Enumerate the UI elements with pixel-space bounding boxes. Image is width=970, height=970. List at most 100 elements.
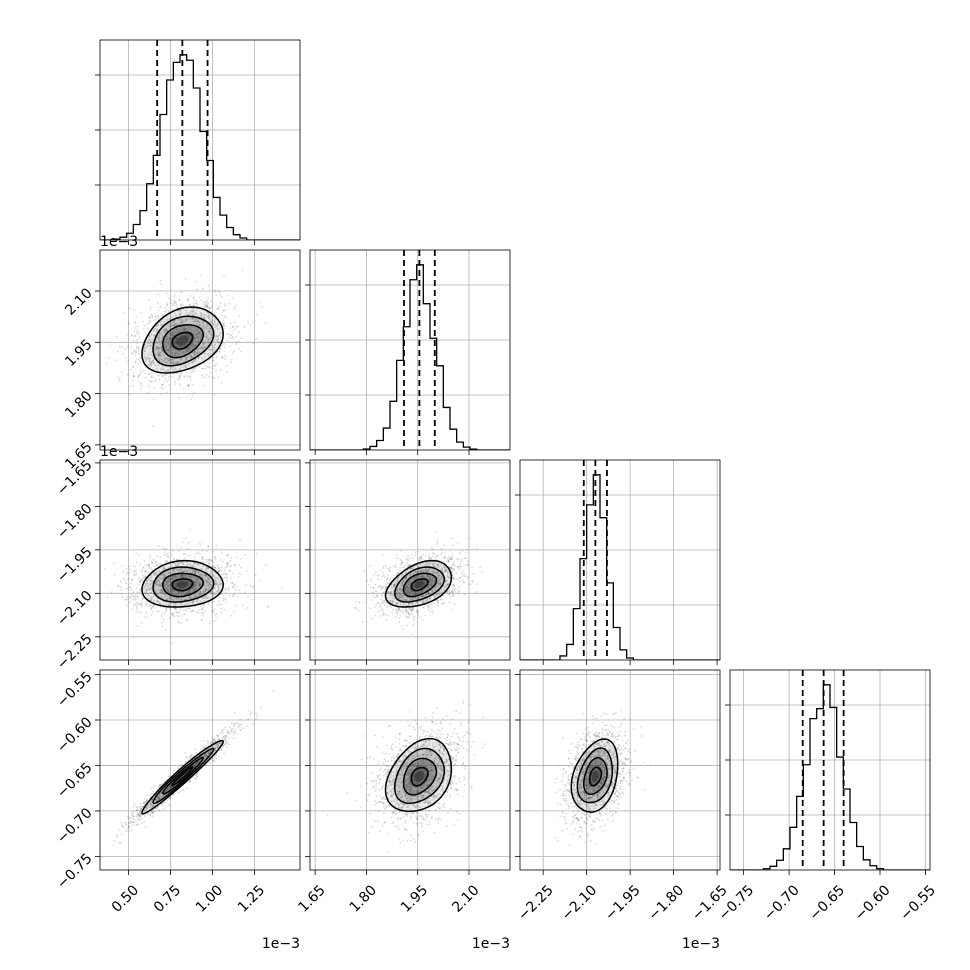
scatter-point [162,590,165,593]
scatter-point [144,376,147,379]
scatter-point [199,323,201,326]
scatter-point [126,333,128,336]
scatter-point [170,581,173,584]
scatter-point [195,301,198,304]
scatter-point [134,360,137,363]
scatter-point [211,565,214,568]
scatter-point [233,307,236,309]
scatter-point [160,576,163,579]
scatter-point [186,619,189,622]
scatter-point [393,565,395,568]
scatter-point [223,608,226,611]
scatter-point [164,329,166,332]
scatter-point [157,580,159,582]
scatter-point [155,583,158,586]
scatter-point [134,361,137,364]
scatter-point [469,583,472,585]
scatter-point [218,569,221,572]
scatter-point [225,573,227,576]
scatter-point [175,581,178,584]
scatter-point [208,365,210,368]
scatter-point [168,591,171,594]
scatter-point [217,290,220,293]
scatter-point [195,335,198,338]
scatter-point [191,342,193,345]
scatter-point [172,589,175,592]
scatter-point [213,364,216,367]
scatter-point [182,328,184,330]
scatter-point [193,596,196,598]
scatter-point [120,346,123,348]
scatter-point [217,570,220,573]
scatter-point [194,571,197,574]
scatter-point [189,294,192,297]
scatter-point [407,564,410,567]
scatter-point [172,302,175,305]
scatter-point [211,319,214,321]
offset-label-y-1: 1e−3 [100,234,138,250]
scatter-point [159,583,161,586]
scatter-point [188,356,191,358]
scatter-point [141,600,144,603]
scatter-point [131,577,134,580]
scatter-point [188,596,190,599]
scatter-point [165,608,168,611]
scatter-point [192,313,195,315]
scatter-point [179,588,182,590]
scatter-point [176,568,179,570]
scatter-point [168,297,170,300]
scatter-point [210,321,213,324]
scatter-point [234,589,237,591]
scatter-point [135,331,138,334]
scatter-point [179,599,181,602]
scatter-point [214,324,217,326]
tick-label-y: −1.80 [54,501,96,543]
scatter-point [217,338,220,341]
scatter-point [207,545,210,548]
scatter-point [182,304,185,307]
scatter-point [203,342,206,345]
scatter-point [178,329,181,332]
scatter-point [209,581,212,583]
scatter-point [208,572,211,575]
scatter-point [166,357,169,360]
scatter-point [173,584,176,587]
scatter-point [197,611,200,614]
scatter-point [173,340,176,343]
scatter-point [218,305,221,308]
scatter-point [429,610,431,613]
scatter-point [151,585,153,588]
scatter-point [140,570,143,573]
scatter-point [209,597,212,600]
scatter-point [172,590,175,593]
scatter-point [436,543,439,545]
scatter-point [171,579,174,582]
scatter-point [176,568,179,571]
scatter-point [180,328,182,331]
scatter-point [140,611,143,613]
scatter-point [427,585,429,588]
scatter-point [448,589,450,592]
scatter-point [210,320,213,323]
scatter-point [167,571,170,574]
scatter-point [174,576,177,579]
scatter-point [166,302,169,305]
scatter-point [175,303,178,306]
scatter-point [171,576,174,578]
scatter-point [214,614,217,617]
scatter-point [178,571,181,573]
scatter-point [208,316,211,318]
scatter-point [182,587,185,590]
scatter-point [158,352,161,355]
scatter-point [125,568,128,571]
scatter-point [239,539,241,542]
scatter-point [184,557,187,559]
scatter-point [212,565,215,567]
scatter-point [194,318,197,321]
scatter-point [148,357,150,360]
scatter-point [452,544,454,547]
scatter-point [193,586,195,589]
scatter-point [169,617,171,620]
scatter-point [183,604,186,607]
scatter-point [399,559,402,561]
